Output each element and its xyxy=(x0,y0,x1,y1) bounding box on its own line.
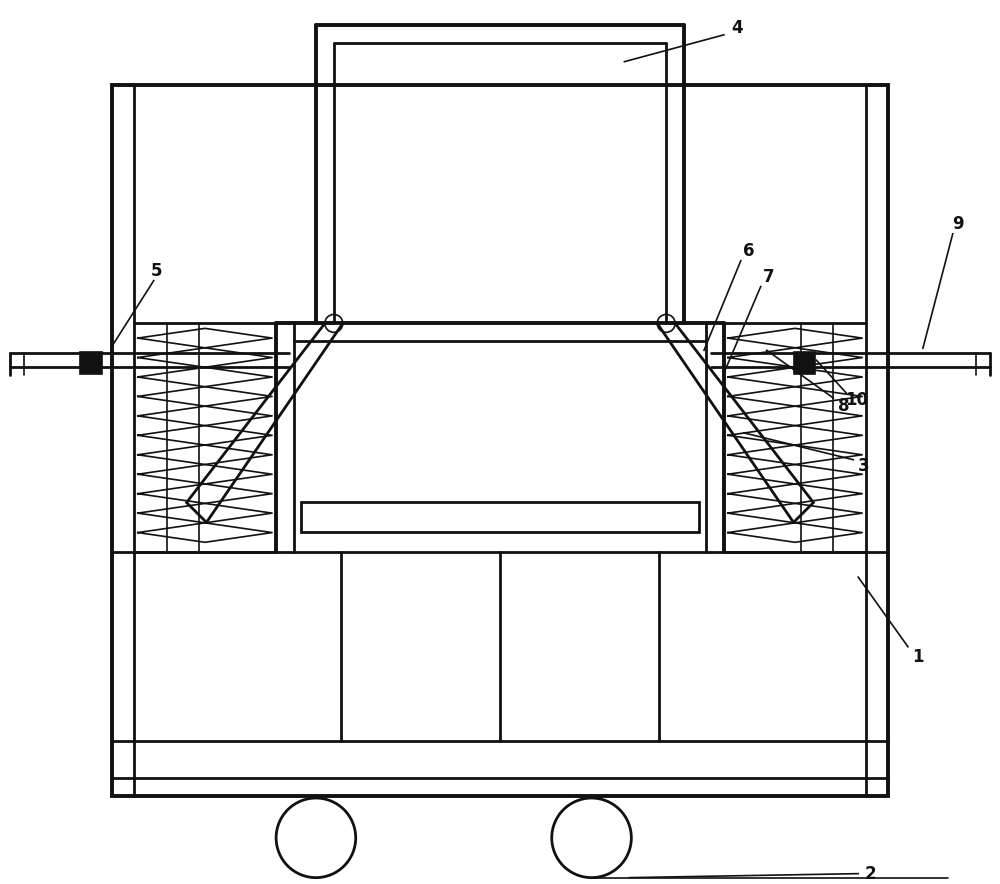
Text: 10: 10 xyxy=(845,391,868,409)
Text: 7: 7 xyxy=(763,268,774,286)
Bar xyxy=(301,502,699,532)
Text: 8: 8 xyxy=(838,397,849,415)
Text: 6: 6 xyxy=(743,241,755,260)
Bar xyxy=(80,352,102,374)
Bar xyxy=(112,85,888,796)
Text: 5: 5 xyxy=(151,262,162,279)
Bar xyxy=(794,352,815,374)
Text: 4: 4 xyxy=(731,19,743,37)
Text: 9: 9 xyxy=(952,215,964,232)
Text: 1: 1 xyxy=(912,648,924,666)
Text: 3: 3 xyxy=(857,457,869,475)
Text: 2: 2 xyxy=(864,865,876,882)
